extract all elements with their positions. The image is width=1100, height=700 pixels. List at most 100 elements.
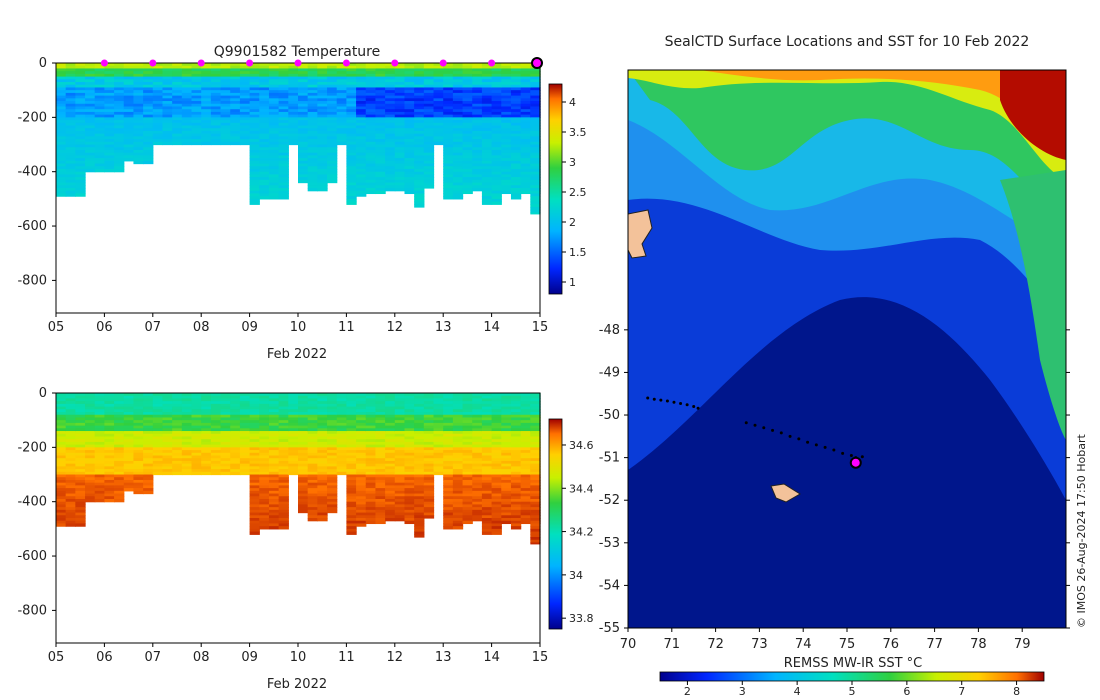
- section-cell: [123, 71, 135, 75]
- section-cell: [385, 401, 396, 405]
- section-cell: [249, 114, 260, 118]
- sst-yellow-band: [628, 70, 1066, 180]
- section-cell: [317, 92, 328, 97]
- section-cell: [452, 412, 464, 416]
- section-cell: [65, 463, 76, 467]
- section-cell: [423, 166, 435, 170]
- section-cell: [423, 414, 435, 419]
- section-cell: [94, 490, 105, 495]
- section-cell: [268, 471, 280, 476]
- section-cell: [162, 439, 173, 443]
- section-cell: [65, 477, 76, 481]
- section-cell: [298, 76, 309, 80]
- section-cell: [239, 130, 251, 135]
- section-cell: [491, 163, 502, 167]
- section-cell: [501, 444, 512, 448]
- section-cell: [520, 87, 531, 91]
- section-cell: [520, 160, 531, 165]
- section-cell: [472, 433, 483, 438]
- section-cell: [239, 436, 251, 440]
- section-cell: [404, 458, 415, 462]
- section-cell: [462, 141, 473, 146]
- section-cell: [288, 103, 299, 108]
- section-cell: [133, 79, 144, 83]
- section-cell: [336, 471, 347, 476]
- section-cell: [385, 79, 396, 83]
- section-cell: [317, 496, 328, 500]
- section-cell: [201, 71, 212, 75]
- section-cell: [501, 493, 512, 497]
- section-cell: [327, 106, 338, 110]
- section-cell: [423, 90, 435, 94]
- section-cell: [298, 130, 309, 135]
- section-cell: [385, 501, 396, 506]
- section-cell: [268, 504, 280, 508]
- section-cell: [433, 122, 444, 127]
- section-cell: [443, 141, 454, 146]
- section-cell: [472, 188, 483, 192]
- section-cell: [365, 103, 377, 108]
- section-cell: [114, 458, 125, 462]
- track-point: [646, 396, 650, 400]
- section-cell: [259, 425, 270, 429]
- section-cell: [365, 515, 377, 519]
- section-cell: [452, 128, 464, 132]
- section-cell: [172, 76, 183, 80]
- section-cell: [414, 515, 425, 519]
- section-cell: [65, 422, 76, 427]
- section-cell: [104, 414, 115, 419]
- section-cell: [259, 406, 270, 410]
- section-cell: [375, 425, 386, 429]
- section-cell: [443, 188, 454, 192]
- section-cell: [268, 73, 280, 78]
- section-cell: [452, 466, 464, 470]
- section-cell: [481, 450, 493, 454]
- section-cell: [317, 460, 328, 465]
- section-cell: [346, 101, 357, 105]
- section-cell: [278, 130, 289, 135]
- section-cell: [75, 490, 86, 495]
- section-cell: [191, 125, 202, 129]
- section-cell: [501, 147, 512, 151]
- section-cell: [104, 168, 115, 173]
- section-cell: [239, 101, 251, 105]
- section-cell: [239, 111, 251, 116]
- section-cell: [452, 95, 464, 99]
- section-cell: [249, 414, 260, 419]
- section-cell: [191, 403, 202, 408]
- section-cell: [104, 452, 115, 457]
- section-cell: [414, 431, 425, 435]
- section-cell: [201, 471, 212, 476]
- section-cell: [288, 455, 299, 459]
- section-cell: [414, 428, 425, 432]
- section-cell: [56, 82, 67, 86]
- section-cell: [307, 68, 318, 72]
- y-tick-label: 0: [39, 56, 47, 71]
- section-cell: [346, 409, 357, 413]
- section-cell: [510, 515, 522, 519]
- section-cell: [104, 122, 115, 127]
- section-cell: [452, 439, 464, 443]
- map-x-tick-label: 75: [839, 637, 856, 652]
- section-cell: [462, 479, 473, 484]
- section-cell: [191, 84, 202, 89]
- section-cell: [375, 460, 386, 465]
- section-cell: [288, 92, 299, 97]
- section-cell: [375, 504, 386, 508]
- section-cell: [162, 109, 173, 113]
- section-cell: [404, 493, 415, 497]
- section-cell: [278, 68, 289, 72]
- section-cell: [510, 171, 522, 176]
- section-cell: [404, 490, 415, 495]
- section-cell: [65, 450, 76, 454]
- section-cell: [452, 447, 464, 451]
- section-cell: [423, 98, 435, 102]
- section-cell: [501, 109, 512, 113]
- section-cell: [491, 471, 502, 476]
- section-cell: [114, 122, 125, 127]
- section-cell: [56, 179, 67, 184]
- section-cell: [94, 168, 105, 173]
- section-cell: [201, 109, 212, 113]
- section-cell: [404, 498, 415, 503]
- section-cell: [307, 507, 318, 511]
